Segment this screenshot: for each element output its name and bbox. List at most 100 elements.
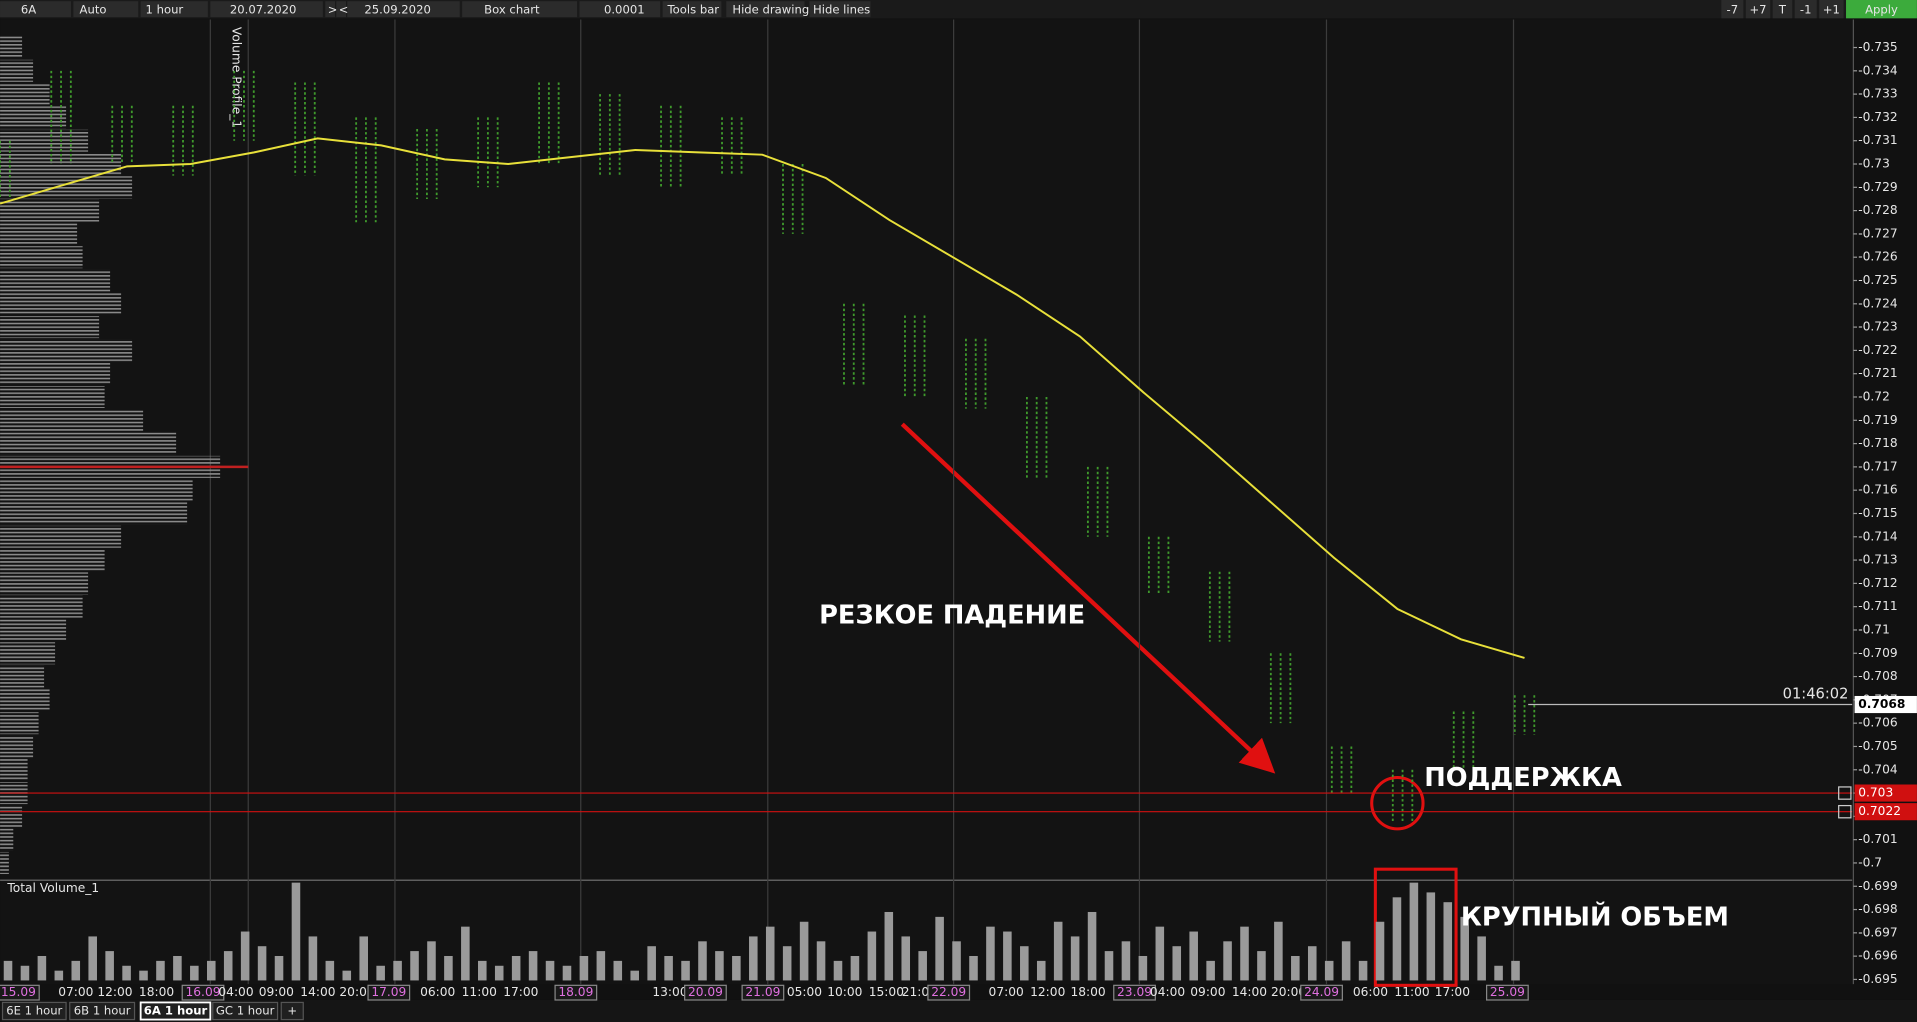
volume-bar: [901, 936, 911, 981]
y-tick-label: -0.708: [1858, 669, 1897, 683]
toolbar-label[interactable]: +7: [1749, 2, 1766, 16]
volume-bar: [884, 911, 894, 981]
tab[interactable]: [280, 1001, 304, 1021]
volume-bar: [1460, 916, 1469, 981]
toolbar-button[interactable]: [325, 1, 336, 18]
toolbar-button[interactable]: [1745, 0, 1771, 19]
toolbar-button[interactable]: [1846, 0, 1917, 19]
volume-bar: [444, 955, 453, 981]
toolbar-label[interactable]: Apply: [1865, 2, 1898, 16]
volume-bar: [257, 946, 267, 981]
volume-bar: [935, 916, 944, 981]
toolbar-label[interactable]: Hide drawing: [732, 2, 809, 16]
tab[interactable]: [139, 1001, 212, 1021]
arrow: [900, 422, 1276, 774]
toolbar-button[interactable]: [1819, 0, 1844, 19]
profile-bar: [0, 525, 122, 548]
volume-bar: [342, 970, 352, 981]
toolbar-label[interactable]: +1: [1823, 2, 1840, 16]
toolbar-label[interactable]: <: [339, 2, 349, 16]
toolbar-button[interactable]: [809, 1, 871, 18]
toolbar-label[interactable]: 20.07.2020: [230, 2, 296, 16]
toolbar-button[interactable]: [0, 1, 71, 18]
y-tick-label: -0.722: [1858, 343, 1897, 357]
moving-average: [0, 137, 1525, 659]
y-tick-label: -0.699: [1858, 879, 1897, 893]
y-tick-label: -0.714: [1858, 529, 1898, 543]
toolbar-button[interactable]: [73, 1, 139, 18]
volume-bar: [206, 960, 216, 981]
toolbar-button[interactable]: [1772, 0, 1793, 19]
volume-bar: [122, 965, 131, 981]
y-tick-label: -0.719: [1858, 413, 1897, 427]
toolbar-button[interactable]: [662, 1, 722, 18]
toolbar-label[interactable]: 1 hour: [146, 2, 184, 16]
tab[interactable]: [212, 1001, 279, 1021]
volume-bar: [562, 965, 572, 981]
tab[interactable]: [69, 1001, 136, 1021]
tab-label[interactable]: 6A 1 hour: [144, 1003, 208, 1017]
y-tick-label: -0.735: [1858, 40, 1897, 54]
volume-bar: [325, 960, 335, 981]
toolbar-label[interactable]: T: [1778, 2, 1787, 16]
toolbar-label[interactable]: Tools bar: [667, 2, 720, 16]
x-tick-label: 16.09: [186, 985, 221, 999]
countdown: 01:46:02: [1783, 686, 1849, 703]
date-box: [684, 984, 727, 1001]
toolbar-label[interactable]: 6A: [21, 2, 36, 16]
profile-bar: [0, 735, 34, 758]
profile-bar: [0, 59, 34, 82]
toolbar-label[interactable]: -1: [1800, 2, 1812, 16]
toolbar-button[interactable]: [347, 1, 460, 18]
tab-label[interactable]: 6B 1 hour: [74, 1003, 131, 1017]
toolbar-button[interactable]: [140, 1, 208, 18]
price-marker-label: 0.7022: [1858, 804, 1901, 818]
profile-bar: [0, 176, 133, 199]
toolbar-button[interactable]: [726, 1, 805, 18]
x-tick-label: 20:00: [339, 985, 374, 999]
toolbar-button[interactable]: [210, 1, 323, 18]
profile-title: Volume Profile_1: [230, 27, 244, 128]
profile-bar: [0, 106, 67, 129]
remove-line[interactable]: [1838, 804, 1852, 819]
toolbar-button[interactable]: [579, 1, 661, 18]
tab-label[interactable]: 6E 1 hour: [6, 1003, 62, 1017]
x-tick-label: 18:00: [1070, 985, 1105, 999]
x-tick-label: 06:00: [420, 985, 455, 999]
toolbar-button[interactable]: [1794, 0, 1817, 19]
toolbar-label[interactable]: 25.09.2020: [364, 2, 430, 16]
volume-bar: [54, 970, 64, 981]
volume-bar: [1003, 931, 1012, 981]
toolbar-label[interactable]: Auto: [80, 2, 107, 16]
y-tick-label: -0.715: [1858, 506, 1897, 520]
remove-line[interactable]: [1838, 786, 1852, 800]
y-tick-label: -0.704: [1858, 762, 1898, 776]
tab-label[interactable]: GC 1 hour: [216, 1003, 275, 1017]
tab-label[interactable]: +: [287, 1003, 297, 1017]
y-tick-label: -0.713: [1858, 553, 1897, 567]
profile-bar: [0, 153, 122, 176]
toolbar-button[interactable]: [336, 1, 347, 18]
annotation: КРУПНЫЙ ОБЪЕМ: [1461, 901, 1729, 933]
toolbar-label[interactable]: >: [328, 2, 338, 16]
toolbar-button[interactable]: [462, 1, 578, 18]
toolbar-label[interactable]: -7: [1727, 2, 1739, 16]
volume-bar: [1172, 946, 1182, 981]
volume-bar: [1341, 941, 1351, 981]
tab[interactable]: [1, 1001, 67, 1021]
volume-bar: [1121, 941, 1131, 981]
toolbar-button[interactable]: [1721, 0, 1744, 19]
profile-bar: [0, 409, 144, 432]
volume-bar: [698, 941, 707, 981]
volume-bar: [478, 960, 487, 981]
y-tick-label: -0.734: [1858, 63, 1898, 77]
profile-bar: [0, 292, 122, 315]
volume-bar: [952, 941, 961, 981]
volume-bar: [1358, 960, 1368, 981]
toolbar-label[interactable]: Hide lines: [813, 2, 870, 16]
toolbar-label[interactable]: 0.0001: [604, 2, 645, 16]
volume-bar: [647, 946, 656, 981]
toolbar-label[interactable]: Box chart: [484, 2, 540, 16]
tab-bar: [0, 999, 1917, 1022]
volume-bar: [749, 936, 758, 981]
